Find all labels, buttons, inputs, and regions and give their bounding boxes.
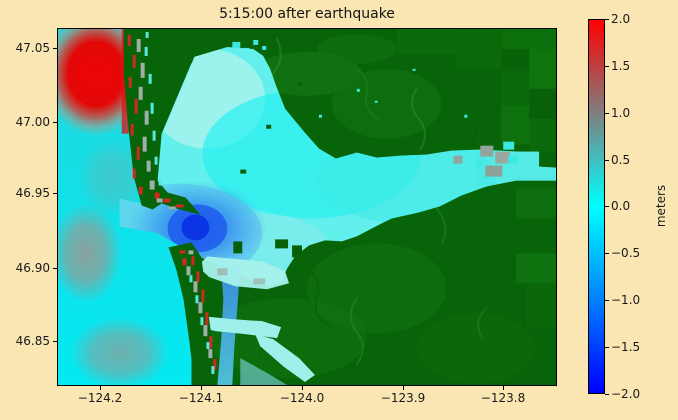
colorbar-tick-mark — [605, 347, 609, 348]
x-tick-mark — [100, 386, 101, 390]
x-tick-label: −123.8 — [480, 391, 526, 405]
colorbar — [588, 19, 605, 394]
x-tick-mark — [403, 386, 404, 390]
colorbar-tick-mark — [605, 160, 609, 161]
y-tick-mark — [53, 193, 57, 194]
x-tick-label: −124.1 — [178, 391, 224, 405]
x-tick-mark — [201, 386, 202, 390]
y-tick-mark — [53, 48, 57, 49]
colorbar-tick-label: 0.5 — [611, 153, 631, 167]
river-city-patches — [453, 141, 518, 177]
colorbar-tick-mark — [605, 206, 609, 207]
y-tick-label: 46.85 — [15, 334, 50, 348]
y-tick-label: 47.00 — [15, 115, 50, 129]
y-tick-label: 47.05 — [15, 41, 50, 55]
colorbar-tick-mark — [605, 113, 609, 114]
x-tick-label: −124.0 — [279, 391, 325, 405]
x-tick-mark — [302, 386, 303, 390]
colorbar-tick-label: 1.5 — [611, 59, 631, 73]
colorbar-tick-label: −2.0 — [611, 387, 641, 401]
colorbar-tick-label: −1.5 — [611, 340, 641, 354]
colorbar-tick-mark — [605, 19, 609, 20]
colorbar-tick-label: −0.5 — [611, 246, 641, 260]
colorbar-tick-label: 2.0 — [611, 12, 631, 26]
x-tick-label: −123.9 — [380, 391, 426, 405]
y-tick-mark — [53, 268, 57, 269]
colorbar-tick-mark — [605, 394, 609, 395]
south-channels — [191, 256, 315, 385]
x-tick-mark — [503, 386, 504, 390]
colorbar-tick-mark — [605, 300, 609, 301]
colorbar-tick-label: 1.0 — [611, 106, 631, 120]
colorbar-axis-label: meters — [654, 184, 668, 228]
colorbar-tick-label: 0.0 — [611, 199, 631, 213]
y-tick-label: 46.90 — [15, 261, 50, 275]
y-tick-label: 46.95 — [15, 186, 50, 200]
y-tick-mark — [53, 341, 57, 342]
colorbar-tick-label: −1.0 — [611, 293, 641, 307]
map-plot-area — [57, 28, 557, 386]
plot-title: 5:15:00 after earthquake — [219, 6, 395, 22]
y-tick-mark — [53, 122, 57, 123]
x-tick-label: −124.2 — [77, 391, 123, 405]
tsunami-map — [58, 29, 556, 385]
colorbar-tick-mark — [605, 253, 609, 254]
colorbar-tick-mark — [605, 66, 609, 67]
inundation-speckles — [127, 31, 217, 375]
bay-islands — [233, 82, 303, 258]
